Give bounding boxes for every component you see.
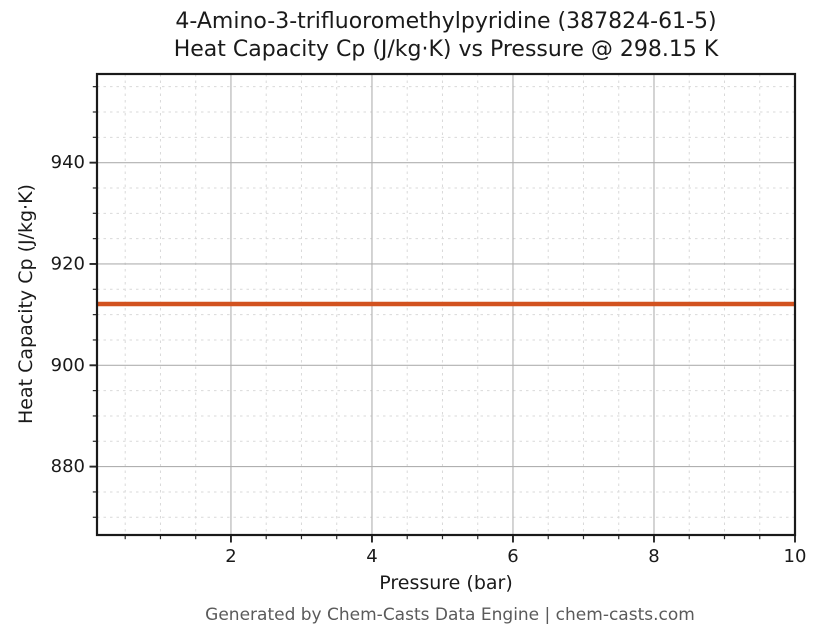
y-tick-label: 880 — [51, 456, 85, 477]
x-tick-label: 4 — [366, 546, 377, 567]
x-axis-label: Pressure (bar) — [379, 572, 513, 594]
axis-ticks — [89, 86, 796, 543]
minor-gridlines — [97, 74, 795, 535]
x-tick-labels: 2 4 6 8 10 — [225, 546, 806, 567]
x-tick-label: 10 — [784, 546, 807, 567]
chart-title: 4-Amino-3-trifluoromethylpyridine (38782… — [97, 8, 795, 64]
y-tick-labels: 880 900 920 940 — [51, 152, 85, 477]
y-tick-label: 940 — [51, 152, 85, 173]
plot-spines — [95, 72, 797, 537]
footer-attribution: Generated by Chem-Casts Data Engine | ch… — [205, 605, 695, 625]
y-axis-label: Heat Capacity Cp (J/kg·K) — [15, 184, 37, 424]
y-tick-label: 900 — [51, 355, 85, 376]
chart-title-line2: Heat Capacity Cp (J/kg·K) vs Pressure @ … — [173, 37, 719, 62]
x-tick-label: 6 — [507, 546, 518, 567]
chart-title-line1: 4-Amino-3-trifluoromethylpyridine (38782… — [175, 9, 717, 34]
y-tick-label: 920 — [51, 253, 85, 274]
x-tick-label: 2 — [225, 546, 236, 567]
x-tick-label: 8 — [648, 546, 659, 567]
